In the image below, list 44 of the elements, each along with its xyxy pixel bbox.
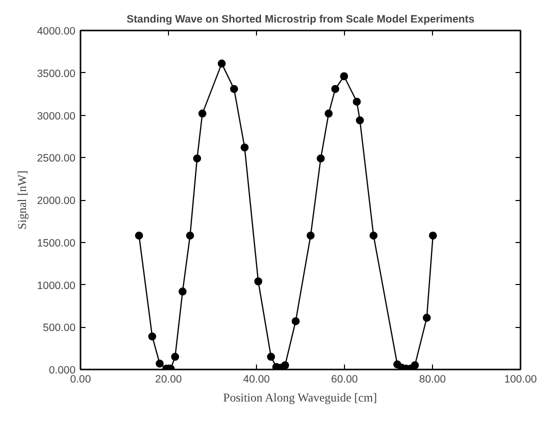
point	[240, 143, 249, 152]
point	[267, 352, 276, 361]
point	[422, 314, 431, 322]
x-tick-label: 40.00	[243, 374, 270, 386]
point	[156, 360, 164, 368]
point	[198, 110, 206, 118]
point	[324, 110, 333, 118]
y-tick-label: 1500.00	[36, 237, 76, 250]
point	[316, 154, 325, 162]
x-tick-label: 80.00	[419, 374, 446, 386]
point	[292, 317, 300, 326]
point	[370, 232, 378, 240]
point	[340, 72, 348, 80]
y-tick-label: 4000.00	[36, 26, 76, 38]
chart-title: Standing Wave on Shorted Microstrip from Scale Model Experiments	[126, 14, 474, 26]
y-tick-label: 2000.00	[36, 195, 76, 207]
point	[171, 352, 180, 361]
y-tick-label: 3000.00	[36, 110, 76, 122]
x-tick-label: 0.00	[70, 374, 91, 386]
point	[148, 332, 156, 340]
y-tick-label: 2500.00	[36, 152, 76, 165]
y-tick-label: 1000.00	[36, 280, 76, 292]
y-tick-label: 500.00	[42, 322, 76, 334]
x-tick-label: 100.00	[504, 374, 537, 386]
x-tick-label: 60.00	[331, 374, 358, 386]
point	[331, 84, 340, 93]
y-tick-label: 3500.00	[36, 68, 76, 80]
x-tick-label: 20.00	[155, 374, 182, 386]
point	[428, 232, 437, 240]
point	[186, 232, 194, 240]
point	[218, 60, 226, 68]
point	[178, 288, 187, 296]
y-axis-title: Signal [nW]	[14, 170, 29, 230]
y-tick-label: 0.000	[48, 364, 76, 376]
point	[230, 84, 238, 93]
point	[135, 232, 144, 240]
point	[356, 116, 364, 124]
x-axis-title: Position Along Waveguide [cm]	[223, 390, 377, 404]
point	[410, 361, 419, 370]
point	[254, 277, 262, 286]
point	[306, 232, 315, 240]
point	[193, 154, 202, 162]
point	[352, 98, 361, 106]
point	[281, 361, 290, 370]
